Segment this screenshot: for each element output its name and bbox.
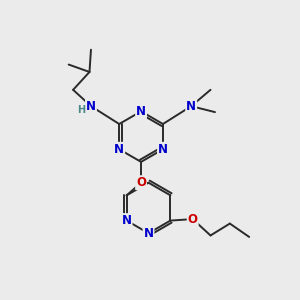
Text: H: H bbox=[77, 105, 86, 115]
Text: O: O bbox=[188, 213, 198, 226]
Text: N: N bbox=[143, 227, 154, 240]
Text: N: N bbox=[114, 143, 124, 156]
Text: O: O bbox=[136, 176, 146, 189]
Text: N: N bbox=[158, 143, 168, 156]
Text: N: N bbox=[186, 100, 196, 113]
Text: N: N bbox=[136, 105, 146, 118]
Text: N: N bbox=[122, 214, 132, 227]
Text: N: N bbox=[86, 100, 96, 113]
